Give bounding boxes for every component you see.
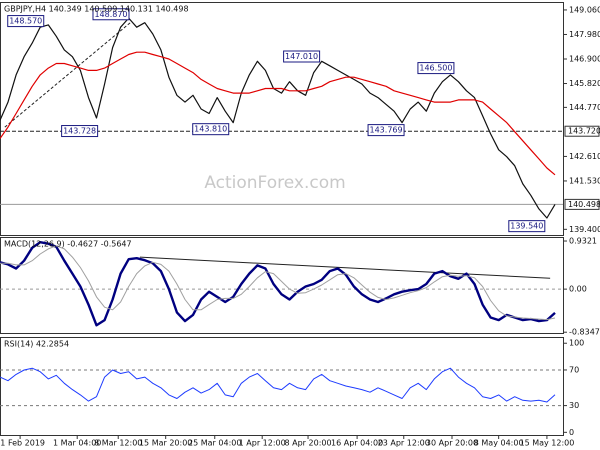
panel-frame xyxy=(0,237,564,334)
annotation-box xyxy=(92,8,130,21)
series-line xyxy=(0,51,556,176)
x-tick-label: 8 May 04:00 xyxy=(474,439,524,448)
level-label: 143.720 xyxy=(568,127,600,136)
annotation-box xyxy=(61,125,99,138)
annotation-box xyxy=(417,62,455,75)
y-tick-label: 70 xyxy=(569,365,579,374)
annotation-label: 147.010 xyxy=(285,52,318,61)
x-tick-label: 21 Feb 2019 xyxy=(0,439,45,448)
x-tick-label: 16 Apr 04:00 xyxy=(331,439,383,448)
y-tick-label: 100 xyxy=(569,339,584,348)
x-tick-label: 15 May 12:00 xyxy=(519,439,574,448)
y-tick-label: 147.980 xyxy=(569,30,600,39)
y-tick-label: 0 xyxy=(569,428,574,437)
series-line xyxy=(0,245,556,321)
y-tick-label: 0.00 xyxy=(569,285,587,294)
level-box xyxy=(564,198,600,210)
annotation-label: 143.810 xyxy=(194,125,227,134)
level-box xyxy=(564,125,600,137)
y-tick-label: 144.770 xyxy=(569,103,600,112)
annotation-label: 139.540 xyxy=(510,222,543,231)
x-tick-label: 30 Apr 20:00 xyxy=(426,439,478,448)
trend-line xyxy=(139,256,551,279)
x-tick-label: 8 Apr 20:00 xyxy=(285,439,332,448)
x-tick-label: 15 Mar 20:00 xyxy=(139,439,192,448)
y-tick-label: 139.400 xyxy=(569,225,600,234)
annotation-box xyxy=(367,124,405,137)
x-tick-label: 1 Apr 12:00 xyxy=(239,439,286,448)
y-tick-label: 142.610 xyxy=(569,152,600,161)
y-tick-label: -0.8347 xyxy=(569,328,600,337)
y-tick-label: 149.060 xyxy=(569,5,600,14)
y-tick-label: 0.9321 xyxy=(569,237,597,246)
panel-title: RSI(14) 42.2854 xyxy=(4,340,69,349)
trend-line xyxy=(4,22,131,128)
x-tick-label: 23 Apr 12:00 xyxy=(378,439,430,448)
annotation-box xyxy=(508,220,546,233)
y-tick-label: 30 xyxy=(569,401,579,410)
watermark: ActionForex.com xyxy=(204,173,345,193)
panel-title: MACD(12,26,9) -0.4627 -0.5647 xyxy=(4,240,132,249)
y-tick-label: 146.900 xyxy=(569,55,600,64)
annotation-box xyxy=(192,123,230,136)
x-tick-label: 1 Mar 04:00 xyxy=(53,439,101,448)
annotation-label: 143.728 xyxy=(63,127,96,136)
annotation-label: 143.769 xyxy=(370,126,403,135)
panel-frame xyxy=(0,337,564,436)
annotation-box xyxy=(7,15,45,28)
annotation-label: 148.870 xyxy=(94,10,127,19)
x-tick-label: 8 Mar 12:00 xyxy=(94,439,142,448)
annotation-label: 146.500 xyxy=(419,64,452,73)
series-line xyxy=(0,17,556,219)
panel-title: GBPJPY,H4 140.349 140.509 140.131 140.49… xyxy=(4,5,189,14)
annotation-box xyxy=(283,50,321,63)
level-label: 140.498 xyxy=(568,200,600,209)
y-tick-label: 145.820 xyxy=(569,79,600,88)
x-tick-label: 25 Mar 04:00 xyxy=(188,439,241,448)
annotation-label: 148.570 xyxy=(9,17,42,26)
y-tick-label: 141.530 xyxy=(569,176,600,185)
series-line xyxy=(0,367,556,403)
